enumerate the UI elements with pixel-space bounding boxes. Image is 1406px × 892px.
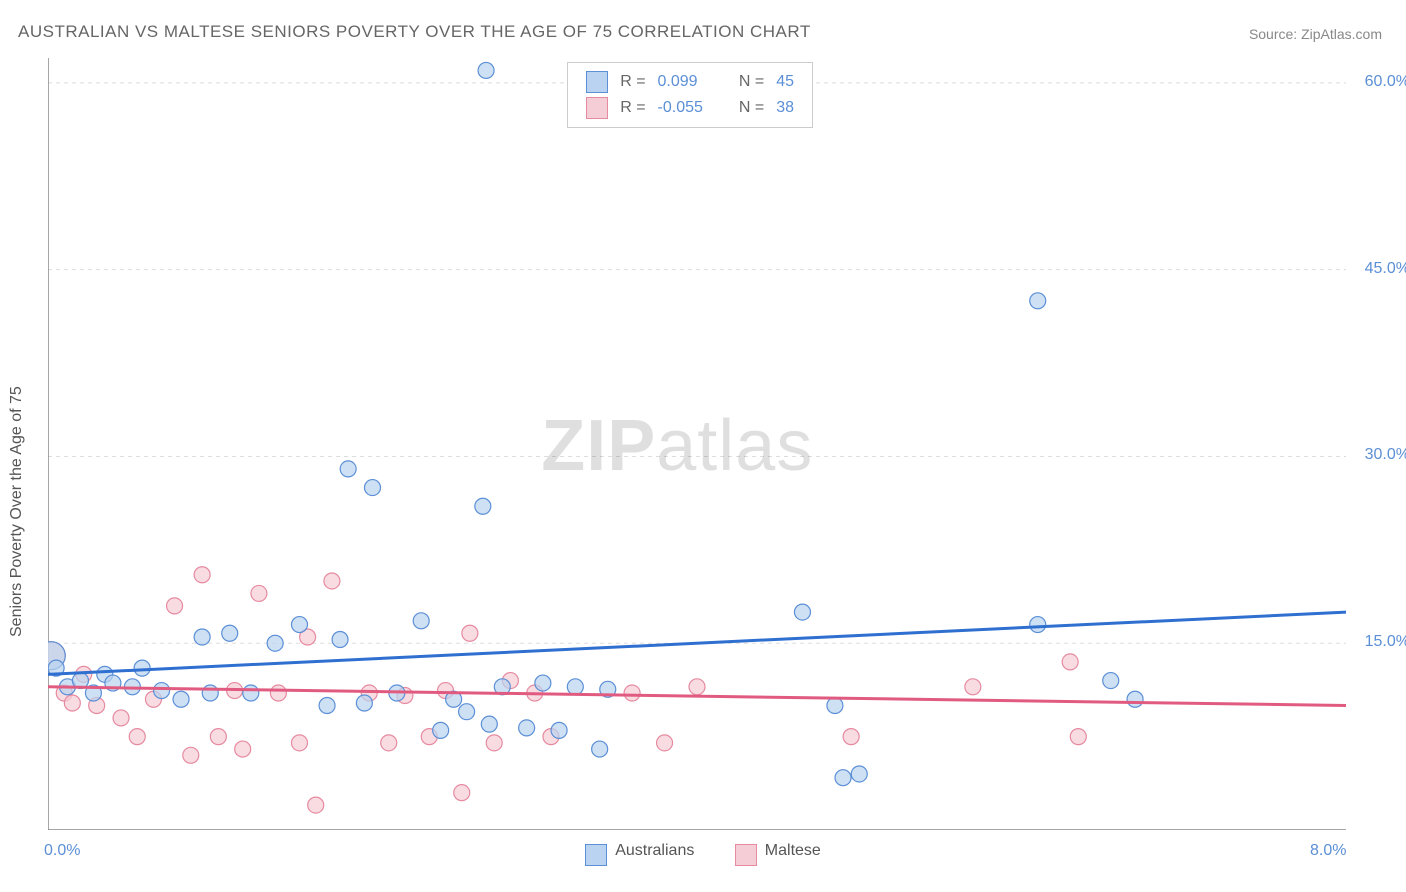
source-label: Source: [1249, 26, 1297, 42]
legend-row-maltese: R = -0.055 N = 38 [580, 95, 800, 121]
n-label: N = [733, 95, 770, 121]
n-value-maltese: 38 [770, 95, 800, 121]
correlation-legend: R = 0.099 N = 45 R = -0.055 N = 38 [567, 62, 813, 128]
source-attribution: Source: ZipAtlas.com [1249, 26, 1382, 42]
swatch-maltese [586, 97, 608, 119]
legend-label-maltese: Maltese [765, 842, 821, 859]
r-label: R = [614, 95, 651, 121]
y-tick-label: 30.0% [1350, 446, 1406, 464]
y-tick-label: 60.0% [1350, 73, 1406, 91]
x-max-label: 8.0% [1310, 842, 1346, 860]
series-legend: Australians Maltese [567, 840, 839, 862]
chart-container: AUSTRALIAN VS MALTESE SENIORS POVERTY OV… [0, 0, 1406, 892]
n-label: N = [733, 69, 770, 95]
swatch-australians [585, 844, 607, 866]
legend-row-australians: R = 0.099 N = 45 [580, 69, 800, 95]
legend-label-australians: Australians [615, 842, 694, 859]
n-value-australians: 45 [770, 69, 800, 95]
y-axis-label: Seniors Poverty Over the Age of 75 [8, 386, 26, 637]
r-value-australians: 0.099 [652, 69, 709, 95]
scatter-chart [48, 58, 1346, 830]
swatch-australians [586, 71, 608, 93]
y-tick-label: 45.0% [1350, 260, 1406, 278]
source-name: ZipAtlas.com [1301, 26, 1382, 42]
y-tick-label: 15.0% [1350, 633, 1406, 651]
legend-item-maltese: Maltese [735, 840, 821, 862]
r-label: R = [614, 69, 651, 95]
r-value-maltese: -0.055 [652, 95, 709, 121]
chart-title: AUSTRALIAN VS MALTESE SENIORS POVERTY OV… [18, 22, 811, 42]
x-min-label: 0.0% [44, 842, 80, 860]
swatch-maltese [735, 844, 757, 866]
legend-item-australians: Australians [585, 840, 694, 862]
